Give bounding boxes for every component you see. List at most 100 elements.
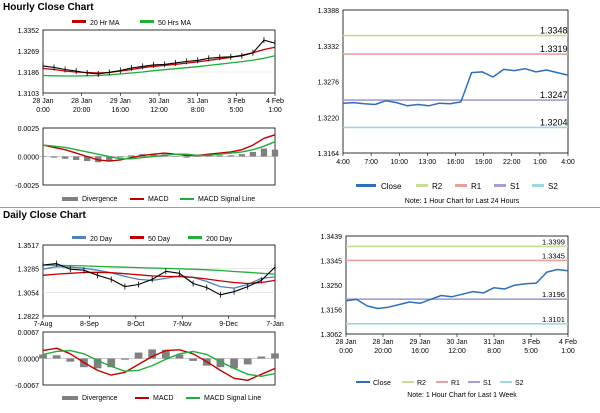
x-tick-label: 13:00 bbox=[419, 159, 437, 166]
divergence-bar bbox=[227, 155, 234, 157]
legend-label-divergence: Divergence bbox=[82, 395, 118, 402]
y-tick-label: 1.3276 bbox=[318, 80, 340, 87]
x-tick-label: 1:00 bbox=[561, 348, 575, 355]
y-tick-label: 1.3352 bbox=[18, 28, 40, 35]
legend-swatch-signal bbox=[186, 397, 200, 399]
divergence-bar bbox=[39, 354, 47, 359]
divergence-bar bbox=[194, 156, 201, 157]
x-tick-label: 7-Jan bbox=[266, 321, 284, 328]
x-tick-label: 28 Jan bbox=[372, 339, 393, 346]
y-tick-label: 1.2822 bbox=[18, 314, 40, 321]
divergence-bar bbox=[128, 155, 135, 157]
legend-label-close: Close bbox=[373, 380, 391, 387]
close-line bbox=[342, 67, 569, 107]
level-value-label: 1.3204 bbox=[540, 117, 568, 127]
signal-line bbox=[42, 141, 276, 160]
divergence-bar bbox=[39, 156, 47, 157]
divergence-bar bbox=[161, 349, 170, 359]
divergence-bar bbox=[230, 358, 238, 369]
divergence-bar bbox=[107, 358, 116, 368]
y-tick-label: 0.0067 bbox=[18, 330, 40, 337]
divergence-bar bbox=[257, 356, 266, 359]
divergence-bar bbox=[216, 155, 223, 157]
plot-frame bbox=[342, 9, 569, 154]
divergence-bar bbox=[172, 156, 179, 157]
divergence-bar bbox=[134, 352, 143, 359]
y-tick-label: 1.3285 bbox=[18, 267, 40, 274]
legend-swatch-r2 bbox=[416, 184, 428, 187]
plot-frame bbox=[345, 235, 569, 335]
legend-hourly-ma: 20 Hr MA 50 Hrs MA bbox=[72, 20, 191, 27]
x-tick-label: 8:00 bbox=[487, 348, 501, 355]
level-value-label: 1.3348 bbox=[540, 26, 568, 36]
legend-swatch-s2 bbox=[532, 184, 544, 187]
legend-label-ma200d: 200 Day bbox=[206, 236, 233, 243]
x-tick-label: 22:00 bbox=[503, 159, 521, 166]
y-tick-label: -0.0067 bbox=[15, 383, 39, 390]
legend-swatch-signal bbox=[180, 198, 194, 200]
legend-label-ma50d: 50 Day bbox=[148, 236, 171, 243]
legend-swatch-close bbox=[356, 381, 370, 383]
divergence-bar bbox=[121, 358, 129, 360]
x-tick-label: 1:00 bbox=[268, 107, 282, 114]
x-tick-label: 8-Oct bbox=[127, 321, 144, 328]
x-tick-label: 1:00 bbox=[533, 159, 547, 166]
y-tick-label: 1.3062 bbox=[321, 332, 343, 339]
divergence-bar bbox=[72, 156, 80, 160]
divergence-bar bbox=[183, 156, 190, 158]
x-tick-label: 29 Jan bbox=[110, 98, 131, 105]
series-line-50-hrs-ma bbox=[42, 55, 276, 77]
x-tick-label: 30 Jan bbox=[148, 98, 169, 105]
x-tick-label: 30 Jan bbox=[446, 339, 467, 346]
y-tick-label: 1.3186 bbox=[18, 70, 40, 77]
y-tick-label: 1.3332 bbox=[318, 44, 340, 51]
y-tick-label: 1.3156 bbox=[321, 308, 343, 315]
level-value-label: 1.3399 bbox=[542, 237, 565, 246]
legend-swatch-macd bbox=[130, 198, 144, 200]
divergence-bar bbox=[271, 353, 279, 359]
level-value-label: 1.3196 bbox=[542, 290, 565, 299]
x-tick-label: 12:00 bbox=[150, 107, 168, 114]
legend-hourly-macd: Divergence MACD MACD Signal Line bbox=[62, 196, 255, 203]
divergence-bar bbox=[148, 349, 157, 359]
y-tick-label: 0.0000 bbox=[18, 357, 40, 364]
divergence-bar bbox=[189, 358, 197, 361]
legend-label-s2: S2 bbox=[515, 380, 524, 387]
x-tick-label: 4 Feb bbox=[266, 98, 284, 105]
x-tick-label: 10:00 bbox=[390, 159, 408, 166]
legend-label-macd: MACD bbox=[148, 196, 169, 203]
y-tick-label: 1.3250 bbox=[321, 283, 343, 290]
daily-section-title: Daily Close Chart bbox=[3, 210, 86, 221]
divergence-bar bbox=[216, 358, 225, 368]
series-line-close bbox=[42, 39, 276, 75]
y-tick-label: 1.3439 bbox=[321, 234, 343, 241]
legend-swatch-divergence bbox=[62, 197, 78, 201]
divergence-bar bbox=[260, 148, 268, 157]
y-tick-label: 1.3220 bbox=[318, 115, 340, 122]
y-tick-label: 1.3269 bbox=[18, 49, 40, 56]
legend-label-r2: R2 bbox=[417, 380, 426, 387]
x-tick-label: 7:00 bbox=[364, 159, 378, 166]
legend-label-divergence: Divergence bbox=[82, 196, 118, 203]
level-value-label: 1.3101 bbox=[542, 315, 565, 324]
plot-frame bbox=[42, 244, 276, 317]
legend-label-s2: S2 bbox=[548, 182, 558, 191]
hourly-note: Note: 1 Hour Chart for Last 24 Hours bbox=[405, 198, 520, 205]
legend-label-ma50h: 50 Hrs MA bbox=[158, 20, 191, 27]
section-divider bbox=[0, 207, 600, 208]
divergence-bar bbox=[271, 149, 279, 157]
legend-daily-macd: Divergence MACD MACD Signal Line bbox=[62, 395, 261, 402]
x-tick-label: 29 Jan bbox=[409, 339, 430, 346]
close-line bbox=[345, 268, 569, 310]
x-tick-label: 31 Jan bbox=[483, 339, 504, 346]
legend-swatch-s1 bbox=[468, 381, 480, 383]
legend-swatch-macd bbox=[135, 397, 149, 399]
x-tick-label: 12:00 bbox=[448, 348, 466, 355]
y-tick-label: 0.0000 bbox=[18, 155, 40, 162]
legend-swatch-divergence bbox=[62, 396, 78, 400]
signal-line bbox=[42, 349, 276, 377]
y-tick-label: 1.3345 bbox=[321, 259, 343, 266]
x-tick-label: 4:00 bbox=[336, 159, 350, 166]
